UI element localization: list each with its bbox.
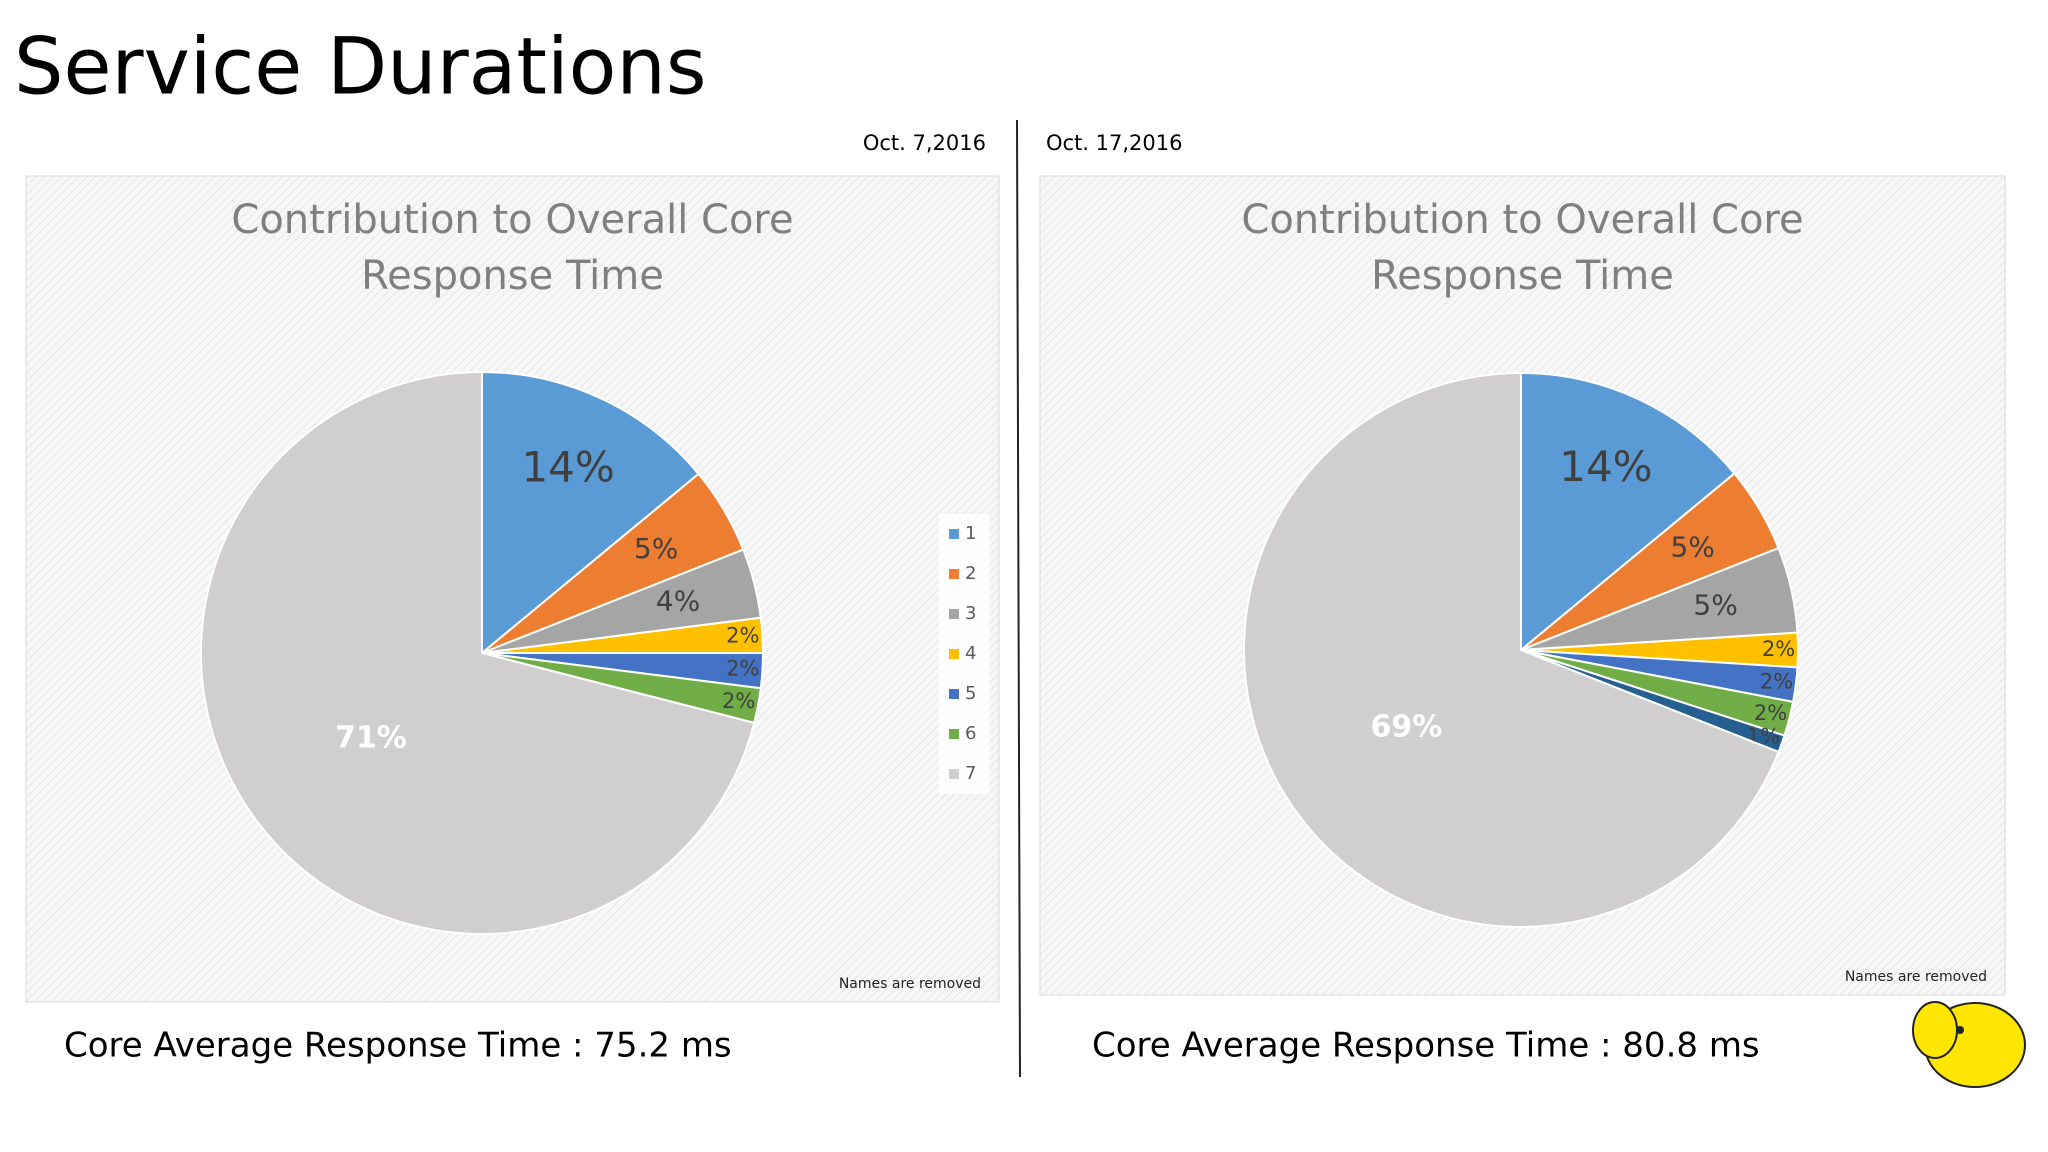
chart-title: Contribution to Overall Core Response Tim…	[1241, 197, 1803, 299]
caption: Core Average Response Time : 75.2 ms	[64, 1026, 732, 1066]
date: Oct. 17,2016	[1046, 131, 1183, 155]
data-label: 2%	[1754, 701, 1787, 725]
legend-label: 1	[965, 523, 976, 544]
data-label: 2%	[1762, 637, 1795, 661]
data-label: 5%	[1693, 588, 1737, 621]
legend-swatch	[949, 529, 959, 539]
slide-title: Service Durations	[14, 22, 706, 112]
legend-swatch	[949, 569, 959, 579]
note: Names are removed	[1845, 969, 1987, 985]
data-label: 2%	[726, 656, 759, 680]
data-label: 5%	[1670, 530, 1714, 563]
note: Names are removed	[839, 976, 981, 992]
legend-label: 2	[965, 563, 976, 584]
legend-swatch	[949, 769, 959, 779]
data-label: 2%	[722, 689, 755, 713]
pie-slice	[481, 370, 700, 656]
legend-swatch	[949, 689, 959, 699]
legend-label: 6	[965, 723, 976, 744]
data-label: 2%	[726, 624, 759, 648]
legend-label: 4	[965, 643, 976, 664]
data-label: 71%	[335, 721, 407, 756]
caption: Core Average Response Time : 80.8 ms	[1092, 1026, 1760, 1066]
data-label: 2%	[1760, 669, 1793, 693]
pie-slice	[200, 370, 756, 935]
legend-label: 5	[965, 683, 976, 704]
pie-slice	[1243, 371, 1780, 928]
legend-swatch	[949, 609, 959, 619]
legend-label: 7	[965, 763, 976, 784]
pie-slice	[1520, 371, 1736, 653]
legend-swatch	[949, 729, 959, 739]
chart-title: Contribution to Overall Core Response Tim…	[231, 197, 793, 299]
data-label: 14%	[1559, 442, 1652, 491]
date: Oct. 7,2016	[863, 131, 986, 155]
data-label: 5%	[634, 532, 678, 565]
legend-swatch	[949, 649, 959, 659]
legend-box	[939, 514, 989, 794]
divider	[1016, 119, 1021, 1078]
logo	[1912, 1001, 2026, 1088]
data-label: 69%	[1371, 709, 1443, 744]
legend-label: 3	[965, 603, 976, 624]
data-label: 14%	[521, 442, 614, 491]
data-label: 4%	[656, 585, 700, 618]
